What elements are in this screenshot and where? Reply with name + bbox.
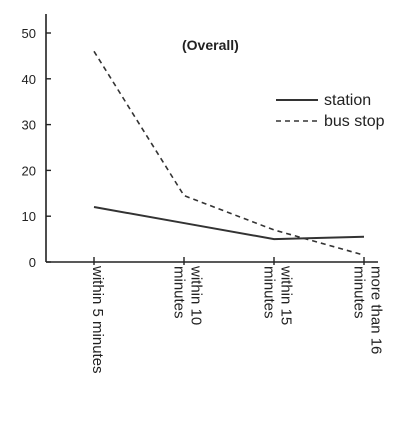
- y-ticks: 0 10 20 30 40 50: [22, 26, 51, 270]
- series-line-bus-stop: [93, 50, 365, 256]
- legend-label: bus stop: [324, 113, 385, 130]
- x-tick-label-line: minutes: [351, 266, 368, 319]
- x-tick-label-line: more than 16: [368, 266, 385, 354]
- x-tick-label-line: within 5 minutes: [89, 265, 106, 374]
- x-tick-label-line: minutes: [261, 266, 278, 319]
- y-tick-label: 0: [29, 255, 36, 270]
- legend: station bus stop: [276, 92, 385, 130]
- series-line-station: [93, 206, 365, 241]
- y-tick-label: 50: [22, 26, 36, 41]
- y-tick-label: 40: [22, 72, 36, 87]
- chart-title: (Overall): [182, 37, 239, 53]
- x-tick-label: more than 16minutes: [351, 266, 385, 354]
- axes: [45, 14, 378, 263]
- x-tick-label: within 15minutes: [261, 265, 295, 325]
- x-tick-label: within 10minutes: [171, 265, 205, 325]
- x-tick-label-line: within 15: [278, 265, 295, 325]
- x-tick-label-line: within 10: [188, 265, 205, 325]
- y-tick-label: 10: [22, 209, 36, 224]
- x-ticks: within 5 minutes within 10minutes within 1…: [89, 257, 385, 374]
- y-tick-label: 20: [22, 163, 36, 178]
- x-tick-label-line: minutes: [171, 266, 188, 319]
- series-lines: [93, 50, 365, 256]
- y-tick-label: 30: [22, 118, 36, 133]
- x-tick-label: within 5 minutes: [89, 265, 106, 374]
- legend-label: station: [324, 92, 371, 109]
